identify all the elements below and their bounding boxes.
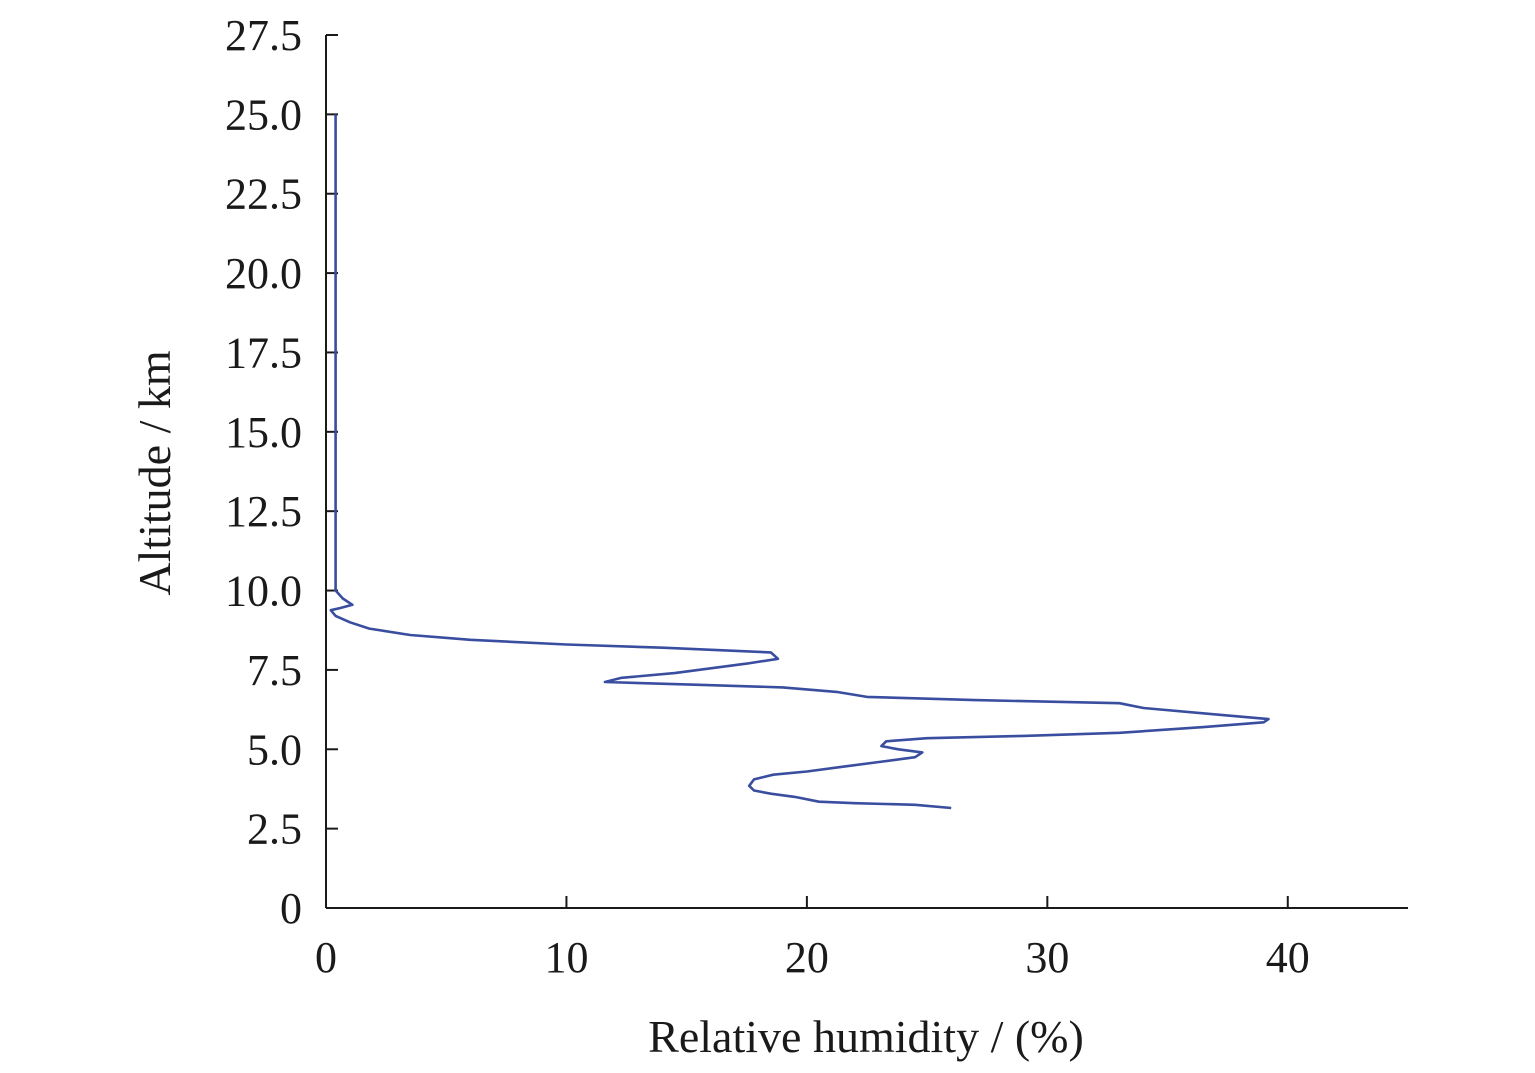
y-tick-label: 2.5 (247, 805, 302, 854)
x-tick-label: 20 (785, 933, 829, 982)
axes (325, 35, 1408, 909)
y-tick-label: 17.5 (225, 328, 302, 377)
y-tick-label: 7.5 (247, 646, 302, 695)
y-tick-label: 27.5 (225, 11, 302, 60)
x-axis-title: Relative humidity / (%) (648, 1011, 1084, 1062)
x-tick-label: 10 (544, 933, 588, 982)
x-tick-label: 40 (1266, 933, 1310, 982)
y-tick-label: 10.0 (225, 567, 302, 616)
y-tick-label: 0 (280, 884, 302, 933)
y-tick-label: 22.5 (225, 170, 302, 219)
x-tick-label: 30 (1025, 933, 1069, 982)
y-tick-label: 20.0 (225, 249, 302, 298)
y-axis-ticks: 0 2.5 5.0 7.5 10.0 12.5 15.0 17.5 20.0 22.5 25.0 27… (225, 11, 338, 933)
series-layer (329, 114, 1270, 810)
y-tick-label: 5.0 (247, 725, 302, 774)
y-tick-label: 15.0 (225, 408, 302, 457)
x-tick-label: 0 (315, 933, 337, 982)
x-axis-ticks: 0 10 20 30 40 (315, 896, 1310, 982)
series-line (329, 114, 1270, 810)
y-tick-label: 25.0 (225, 90, 302, 139)
y-tick-label: 12.5 (225, 487, 302, 536)
y-axis-title: Altitude / km (129, 350, 180, 596)
